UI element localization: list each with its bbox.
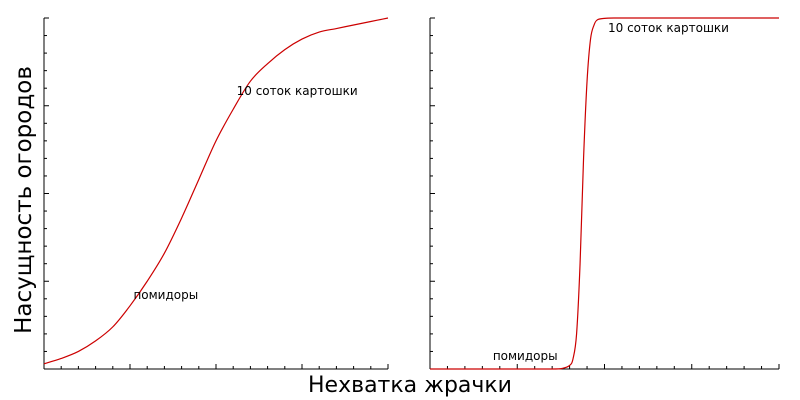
annotation-label: помидоры <box>133 288 198 302</box>
series-line <box>430 17 779 370</box>
annotation-label: помидоры <box>493 349 558 363</box>
x-axis-label: Нехватка жрачки <box>308 373 512 398</box>
annotation-label: 10 соток картошки <box>608 21 729 35</box>
left-chart-panel: помидоры 10 соток картошки <box>43 17 389 370</box>
y-axis-label: Насущность огородов <box>11 66 37 334</box>
right-chart-panel: помидоры 10 соток картошки <box>429 17 780 370</box>
series-line <box>43 17 389 365</box>
annotation-label: 10 соток картошки <box>237 84 358 98</box>
